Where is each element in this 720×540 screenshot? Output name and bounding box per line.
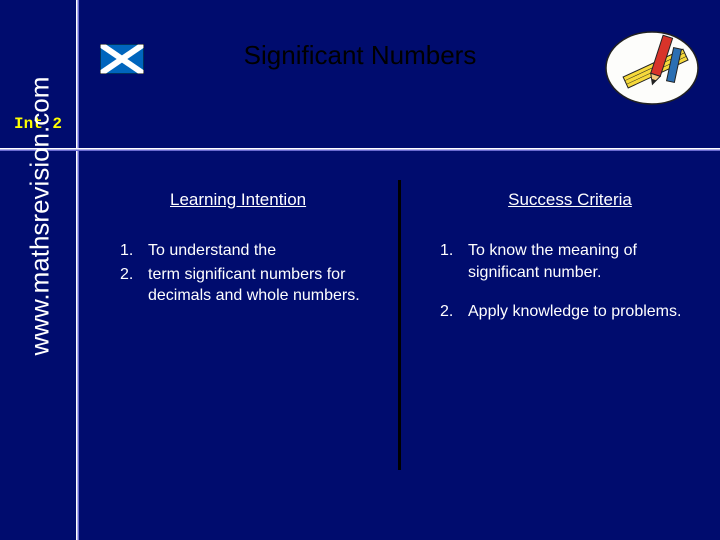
horizontal-divider: [0, 148, 720, 151]
learning-intention-column: Learning Intention 1. To understand the …: [120, 190, 400, 309]
list-item: 2. Apply knowledge to problems.: [440, 301, 700, 323]
success-criteria-list: 1. To know the meaning of significant nu…: [440, 240, 700, 323]
list-number: 1.: [440, 240, 468, 283]
list-text: To know the meaning of significant numbe…: [468, 240, 700, 283]
page-title: Significant Numbers: [244, 40, 477, 70]
learning-intention-heading: Learning Intention: [160, 190, 400, 210]
list-number: 2.: [440, 301, 468, 323]
learning-intention-list: 1. To understand the 2. term significant…: [120, 240, 400, 307]
success-criteria-heading: Success Criteria: [440, 190, 700, 210]
stationery-icon: [602, 18, 702, 108]
list-text: To understand the: [148, 240, 400, 262]
list-item: 2. term significant numbers for decimals…: [120, 264, 400, 307]
list-number: 2.: [120, 264, 148, 307]
success-criteria-column: Success Criteria 1. To know the meaning …: [440, 190, 700, 325]
vertical-divider: [76, 0, 79, 540]
list-text: Apply knowledge to problems.: [468, 301, 700, 323]
sidebar-url: www.mathsrevision.com: [25, 77, 56, 356]
list-text: term significant numbers for decimals an…: [148, 264, 400, 307]
list-item: 1. To understand the: [120, 240, 400, 262]
list-item: 1. To know the meaning of significant nu…: [440, 240, 700, 283]
list-number: 1.: [120, 240, 148, 262]
